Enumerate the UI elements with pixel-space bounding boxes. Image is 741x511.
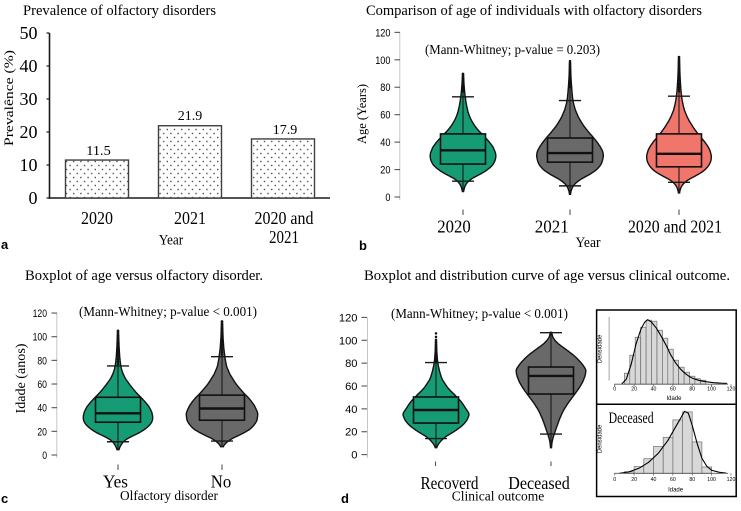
svg-text:Boxplot of age versus olfacto: Boxplot of age versus olfactory disorder… bbox=[25, 268, 263, 284]
svg-text:2020 and: 2020 and bbox=[255, 208, 314, 228]
svg-text:Clinical outcome: Clinical outcome bbox=[452, 490, 545, 505]
svg-text:100: 100 bbox=[707, 387, 716, 393]
svg-text:2021: 2021 bbox=[535, 217, 569, 237]
svg-text:Boxplot and distribution curv: Boxplot and distribution curve of age ve… bbox=[364, 268, 730, 284]
svg-text:Prevalênce (%): Prevalênce (%) bbox=[1, 50, 16, 146]
svg-text:40: 40 bbox=[20, 56, 38, 76]
svg-text:100: 100 bbox=[707, 477, 716, 483]
svg-text:120: 120 bbox=[727, 477, 736, 483]
svg-text:c: c bbox=[1, 491, 8, 506]
svg-text:Recoverd: Recoverd bbox=[421, 473, 479, 493]
svg-text:20: 20 bbox=[20, 122, 38, 142]
svg-text:0: 0 bbox=[42, 450, 47, 462]
svg-text:100: 100 bbox=[33, 332, 47, 344]
svg-text:80: 80 bbox=[380, 82, 390, 94]
svg-text:40: 40 bbox=[37, 403, 47, 415]
svg-text:40: 40 bbox=[651, 387, 657, 393]
svg-text:2020: 2020 bbox=[81, 208, 113, 228]
svg-text:20: 20 bbox=[380, 165, 390, 177]
svg-text:100: 100 bbox=[375, 55, 390, 67]
svg-text:50: 50 bbox=[20, 23, 38, 43]
svg-text:60: 60 bbox=[670, 387, 676, 393]
svg-text:120: 120 bbox=[375, 27, 390, 39]
svg-text:(Mann-Whitney; p-value < 0.001: (Mann-Whitney; p-value < 0.001) bbox=[79, 304, 257, 319]
svg-text:120: 120 bbox=[727, 387, 736, 393]
svg-text:2021: 2021 bbox=[269, 227, 299, 247]
svg-text:120: 120 bbox=[33, 308, 47, 320]
svg-text:30: 30 bbox=[20, 89, 38, 109]
svg-text:0: 0 bbox=[385, 192, 390, 204]
svg-text:100: 100 bbox=[339, 335, 358, 347]
svg-text:Year: Year bbox=[159, 233, 184, 249]
svg-text:Comparison of age of individua: Comparison of age of individuals with ol… bbox=[366, 3, 702, 19]
svg-text:40: 40 bbox=[345, 404, 357, 416]
svg-text:Age (Years): Age (Years) bbox=[355, 84, 369, 144]
svg-text:10: 10 bbox=[20, 155, 38, 175]
svg-text:0: 0 bbox=[613, 477, 616, 483]
svg-text:17.9: 17.9 bbox=[273, 123, 298, 138]
svg-text:Year: Year bbox=[576, 235, 601, 251]
svg-text:40: 40 bbox=[651, 477, 657, 483]
svg-text:80: 80 bbox=[37, 355, 47, 367]
svg-text:Deceased: Deceased bbox=[609, 410, 654, 427]
svg-text:Idade: Idade bbox=[666, 396, 682, 402]
svg-text:Densidade: Densidade bbox=[598, 424, 604, 453]
svg-text:d: d bbox=[341, 491, 349, 506]
svg-text:0: 0 bbox=[613, 387, 616, 393]
svg-text:80: 80 bbox=[689, 477, 695, 483]
svg-text:(Mann-Whitney; p-value = 0.203: (Mann-Whitney; p-value = 0.203) bbox=[425, 42, 600, 57]
svg-text:20: 20 bbox=[631, 387, 637, 393]
svg-text:60: 60 bbox=[37, 379, 47, 391]
svg-text:21.9: 21.9 bbox=[178, 109, 203, 124]
svg-text:2020: 2020 bbox=[437, 217, 471, 237]
svg-text:20: 20 bbox=[345, 427, 357, 439]
svg-text:2020 and 2021: 2020 and 2021 bbox=[628, 217, 722, 237]
svg-text:Olfactory disorder: Olfactory disorder bbox=[120, 489, 218, 504]
svg-text:60: 60 bbox=[380, 110, 390, 122]
svg-text:80: 80 bbox=[689, 387, 695, 393]
svg-text:0: 0 bbox=[351, 450, 357, 462]
svg-text:120: 120 bbox=[339, 312, 358, 324]
svg-text:Densidade: Densidade bbox=[598, 334, 604, 363]
svg-text:Prevalence of olfactory disord: Prevalence of olfactory disorders bbox=[23, 3, 216, 19]
svg-text:60: 60 bbox=[670, 477, 676, 483]
svg-text:(Mann-Whitney; p-value < 0.001: (Mann-Whitney; p-value < 0.001) bbox=[391, 306, 568, 321]
svg-text:a: a bbox=[1, 237, 9, 252]
svg-text:20: 20 bbox=[631, 477, 637, 483]
svg-text:11.5: 11.5 bbox=[86, 144, 111, 159]
svg-text:Yes: Yes bbox=[103, 472, 128, 492]
svg-text:Idade (anos): Idade (anos) bbox=[14, 343, 29, 413]
svg-text:Deceased: Deceased bbox=[508, 473, 570, 493]
svg-text:60: 60 bbox=[345, 381, 357, 393]
svg-text:0: 0 bbox=[29, 188, 38, 208]
svg-text:20: 20 bbox=[37, 426, 47, 438]
svg-text:b: b bbox=[359, 238, 367, 253]
svg-text:No: No bbox=[211, 472, 232, 492]
svg-text:40: 40 bbox=[380, 137, 390, 149]
svg-text:2021: 2021 bbox=[174, 208, 206, 228]
svg-text:80: 80 bbox=[345, 358, 357, 370]
svg-text:Idade: Idade bbox=[668, 488, 684, 494]
